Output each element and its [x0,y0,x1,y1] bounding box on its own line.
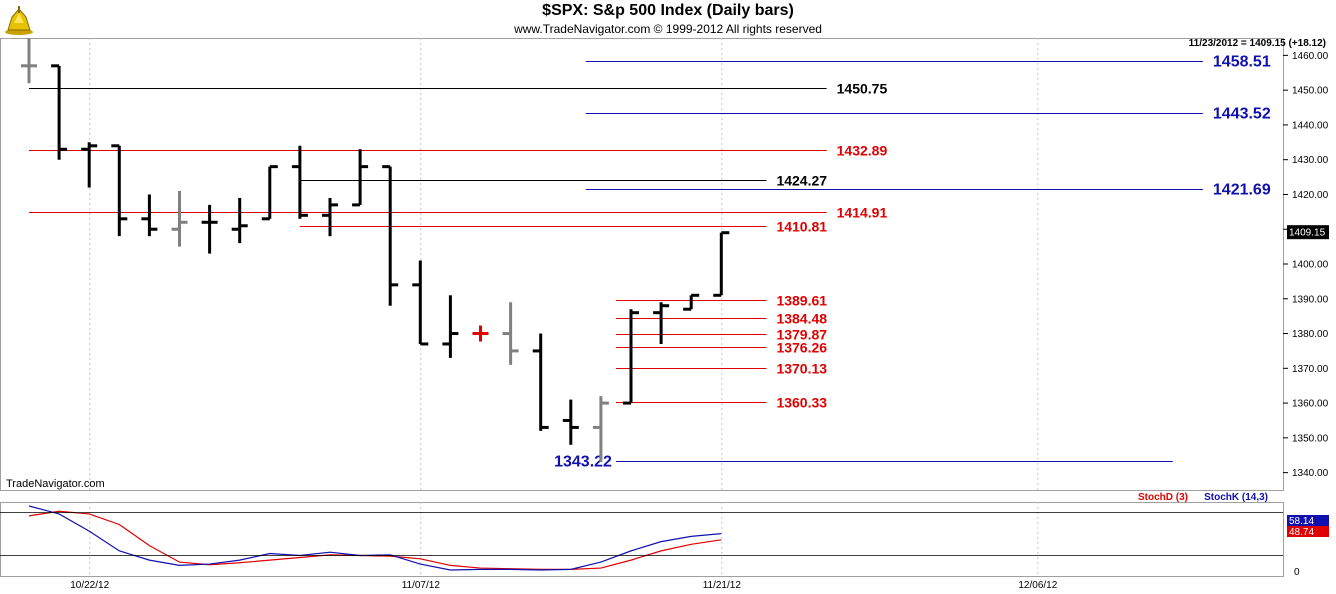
stoch-tick-label: 0 [1294,567,1300,578]
level-label: 1450.75 [837,81,888,97]
ohlc-bar [683,293,700,311]
ohlc-bar [291,145,308,219]
date-tick-label: 11/07/12 [402,580,441,591]
price-tick-label: 1420.00 [1292,190,1329,201]
level-label: 1360.33 [776,395,827,411]
chart-title: $SPX: S&p 500 Index (Daily bars) [542,2,794,19]
ohlc-bar [502,302,519,365]
support-resistance-levels: 1458.51 1450.75 1443.52 1432.89 1424.27 1421.… [29,54,1271,471]
level-label: 1370.13 [776,361,827,377]
level-label: 1384.48 [776,311,827,327]
stochk-value-label: 58.14 [1289,516,1314,527]
last-price-marker [1287,225,1329,240]
level-label: 1414.91 [837,205,888,221]
ohlc-bar [532,333,549,431]
level-label: 1443.52 [1213,106,1271,123]
legend-stochd: StochD (3) [1138,492,1188,503]
ohlc-bar [352,149,369,207]
price-tick-label: 1350.00 [1292,433,1329,444]
price-tick-label: 1360.00 [1292,399,1329,410]
chart-subtitle: www.TradeNavigator.com © 1999-2012 All r… [514,22,822,36]
ohlc-bar [141,194,158,237]
level-label: 1424.27 [776,173,827,189]
price-tick-label: 1450.00 [1292,86,1329,97]
price-axis: 1340.00 1350.00 1360.00 1370.00 1380.00 1390.… [0,51,1329,578]
ohlc-bar [412,260,429,346]
trade-navigator-logo-icon [2,3,36,37]
ohlc-bars [21,38,730,463]
price-tick-label: 1440.00 [1292,120,1329,131]
date-tick-label: 10/22/12 [70,580,109,591]
price-tick-label: 1390.00 [1292,294,1329,305]
ohlc-bar [713,231,730,297]
price-tick-label: 1460.00 [1292,51,1329,62]
watermark: TradeNavigator.com [6,478,105,490]
last-quote: 11/23/2012 = 1409.15 (+18.12) [1189,38,1326,49]
ohlc-bar [201,204,218,254]
ohlc-bar [382,165,399,306]
ohlc-bar [472,325,489,342]
level-label: 1410.81 [776,219,827,235]
price-tick-label: 1430.00 [1292,155,1329,166]
ohlc-bar [653,302,670,344]
ohlc-bar [21,38,37,84]
price-panel [0,38,1284,491]
level-label: 1343.22 [554,454,612,471]
price-tick-label: 1370.00 [1292,364,1329,375]
level-label: 1389.61 [776,293,827,309]
level-label: 1379.87 [776,327,827,343]
stochd-value-marker [1287,526,1329,537]
ohlc-bar [231,197,248,244]
date-axis: 10/22/12 11/07/12 11/21/12 12/06/12 [70,580,1058,591]
stochk-value-marker [1287,515,1329,526]
price-tick-label: 1400.00 [1292,260,1329,271]
price-tick-label: 1340.00 [1292,468,1329,479]
ohlc-bar [562,399,579,445]
ohlc-bar [261,165,278,221]
ohlc-bar [51,64,68,160]
date-tick-label: 12/06/12 [1018,580,1057,591]
level-label: 1421.69 [1213,182,1271,199]
ohlc-bar [592,396,609,463]
last-price-label: 1409.15 [1289,228,1326,239]
ohlc-bar [322,197,338,237]
ohlc-bar [623,309,639,405]
legend-stochk: StochK (14,3) [1204,492,1268,503]
date-tick-label: 11/21/12 [703,580,742,591]
ohlc-bar [81,142,98,188]
price-tick-label: 1380.00 [1292,329,1329,340]
level-label: 1458.51 [1213,54,1271,71]
ohlc-bar [171,190,188,247]
ohlc-bar [111,144,128,237]
stochd-value-label: 48.74 [1289,527,1314,538]
level-label: 1432.89 [837,143,888,159]
ohlc-bar [442,295,459,358]
level-label: 1376.26 [776,340,827,356]
